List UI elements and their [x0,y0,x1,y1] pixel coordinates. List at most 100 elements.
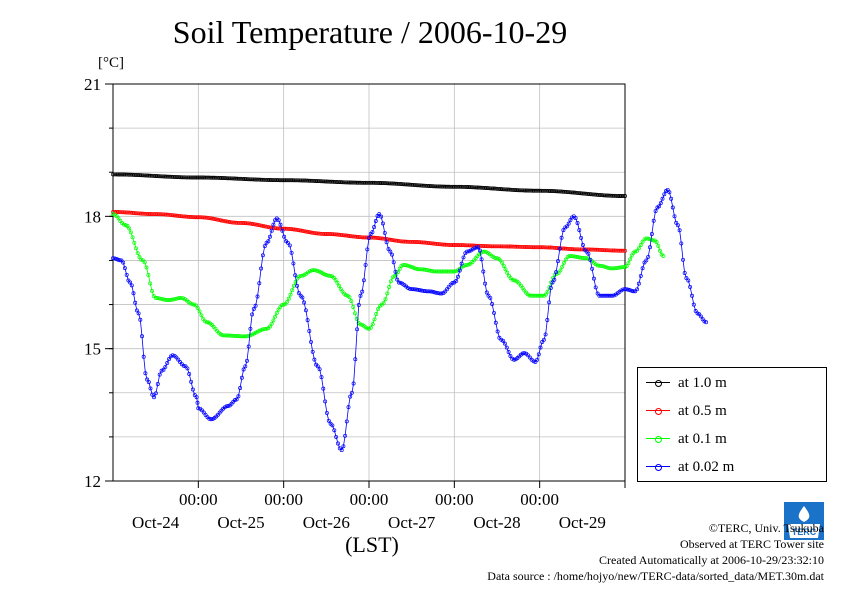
data-point [422,240,427,245]
data-point [173,213,178,218]
data-point [559,235,564,240]
data-point [193,303,198,308]
data-point [684,276,689,281]
data-point [596,247,601,252]
data-point [267,178,272,182]
data-point [404,239,409,244]
data-point [662,192,667,197]
credits: ©TERC, Univ. Tsukuba Observed at TERC To… [487,520,824,584]
data-point [248,333,253,338]
data-point [484,186,489,190]
data-point [354,317,359,321]
data-point [150,392,155,397]
data-point [452,184,457,189]
data-point [379,181,384,185]
data-point [635,287,640,292]
data-point [390,252,394,257]
data-point [196,175,201,180]
data-point [384,240,389,245]
data-point [253,222,258,227]
data-point [226,404,231,408]
data-point [304,229,309,234]
data-point [124,272,129,277]
legend-item-05m: at 0.5 m [646,400,727,422]
data-point [653,209,658,214]
data-point [541,245,546,250]
legend-label: at 0.02 m [678,458,735,475]
data-point [425,289,429,294]
data-point [570,254,575,259]
data-point [445,184,450,189]
data-point [402,263,407,267]
data-point [224,219,229,224]
data-point [399,239,403,244]
data-point [308,230,313,235]
data-point [346,405,351,410]
data-point [390,238,395,242]
data-point [136,311,141,316]
data-point [429,241,434,246]
data-point [288,292,293,297]
data-point [623,248,627,253]
data-point [168,298,173,302]
data-point [490,302,495,306]
legend-label: at 0.1 m [678,430,727,447]
data-point [388,237,393,242]
data-point [407,286,412,291]
data-point [500,244,505,249]
data-point [557,246,562,251]
data-point [249,221,254,226]
data-point [512,357,517,362]
data-point [155,296,160,300]
data-point [428,289,433,294]
data-point [157,296,162,301]
data-point [271,318,276,323]
data-point [336,441,340,446]
data-point [153,391,158,396]
data-point [148,212,153,216]
data-point [588,257,593,262]
data-point [129,283,134,288]
data-point [148,386,153,391]
data-point [562,260,566,265]
data-point [323,272,328,277]
data-point [324,179,329,184]
data-point [636,246,641,251]
data-point [170,297,175,302]
data-point [245,358,249,363]
data-point [365,180,370,185]
data-point [644,258,649,263]
data-point [657,204,662,209]
data-point [393,269,398,274]
data-point [170,353,175,358]
data-point [196,406,201,411]
legend: at 1.0 m at 0.5 m at 0.1 m at 0.02 m [637,367,827,482]
data-point [141,354,146,359]
data-point [548,245,553,250]
data-point [117,258,122,263]
data-point [431,184,435,189]
data-point [610,293,615,298]
data-point [502,187,507,192]
data-point [436,184,441,189]
data-point [479,185,483,190]
data-point [145,377,150,382]
data-point [221,176,226,180]
legend-item-002m: at 0.02 m [646,456,734,478]
data-point [651,218,656,223]
data-point [175,213,179,218]
data-point [150,288,154,293]
data-point [626,261,631,266]
data-point [201,316,206,321]
data-point [501,263,506,268]
data-point [391,238,396,243]
data-point [276,218,281,223]
data-point [323,399,328,404]
data-point [310,230,315,235]
data-point [623,194,627,198]
data-point [491,186,496,191]
data-point [526,353,530,358]
data-point [368,325,373,330]
data-point [131,291,136,296]
data-point [682,271,687,275]
